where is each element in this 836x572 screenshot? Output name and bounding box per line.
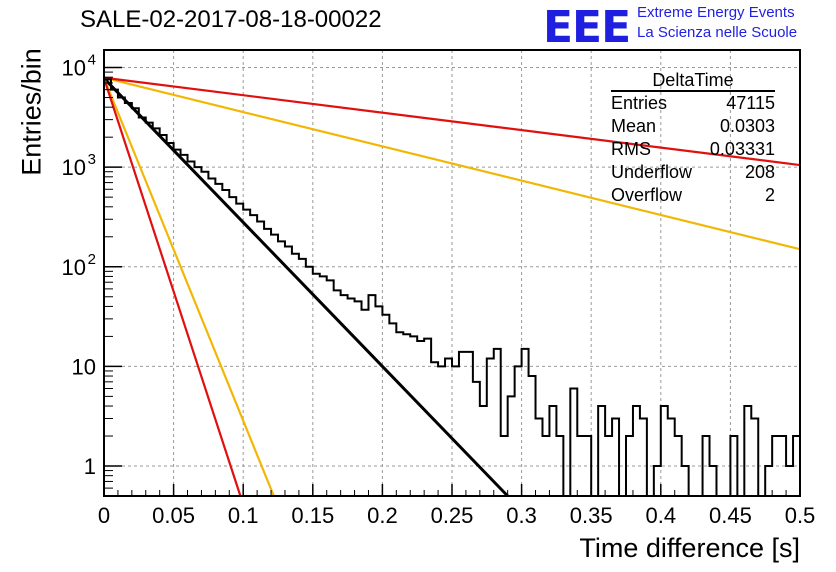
stats-value: 47115: [726, 93, 775, 113]
x-tick-label: 0: [98, 503, 110, 528]
x-tick-label: 0.15: [291, 503, 334, 528]
eee-logo: EEE: [543, 2, 631, 53]
logo-line-2: La Scienza nelle Scuole: [637, 24, 798, 41]
fit-curve: [103, 76, 801, 251]
y-tick-label: 10: [62, 56, 86, 81]
stats-label: Mean: [611, 116, 657, 136]
fit-curve: [102, 77, 509, 498]
fit-curve: [103, 76, 801, 167]
grid-lines: [104, 50, 800, 496]
x-axis-label: Time difference [s]: [579, 533, 800, 563]
x-tick-label: 0.35: [570, 503, 613, 528]
y-tick-exponent: 3: [88, 151, 96, 168]
y-tick-label: 10: [62, 155, 86, 180]
histogram-series: [103, 78, 801, 497]
x-tick-label: 0.1: [228, 503, 259, 528]
fit-curves: [102, 76, 801, 498]
y-axis-label: Entries/bin: [16, 48, 47, 176]
fit-curve: [102, 77, 275, 497]
stats-box: DeltaTime Entries 47115 Mean 0.0303 RMS 0.0…: [611, 70, 775, 207]
stats-row-underflow: Underflow 208: [611, 161, 775, 184]
logo-caption: Extreme Energy Events La Scienza nelle S…: [637, 3, 797, 43]
y-tick-exponent: 4: [88, 52, 96, 69]
stats-label: Underflow: [611, 162, 693, 182]
stats-row-rms: RMS 0.03331: [611, 138, 775, 161]
x-tick-label: 0.2: [367, 503, 398, 528]
stats-row-overflow: Overflow 2: [611, 184, 775, 207]
x-tick-label: 0.5: [785, 503, 816, 528]
stats-value: 2: [764, 185, 775, 205]
stats-value: 0.0303: [719, 116, 775, 136]
x-tick-label: 0.05: [152, 503, 195, 528]
stats-label: Overflow: [611, 185, 683, 205]
y-tick-label: 10: [62, 255, 86, 280]
fit-curve: [102, 77, 242, 497]
x-tick-label: 0.45: [709, 503, 752, 528]
x-tick-label: 0.3: [506, 503, 537, 528]
y-tick-exponent: 2: [88, 251, 96, 268]
chart-title: SALE-02-2017-08-18-00022: [80, 6, 382, 33]
stats-title: DeltaTime: [611, 70, 775, 92]
y-tick-label: 10: [72, 354, 96, 379]
stats-value: 0.03331: [709, 139, 775, 159]
axis-ticks: 0 0.05 0.1 0.15 0.2 0.25 0.3 0.35 0.4 0.45 0.5 1 10 1…: [62, 52, 816, 528]
stats-row-mean: Mean 0.0303: [611, 115, 775, 138]
stats-label: RMS: [611, 139, 651, 159]
x-tick-label: 0.25: [431, 503, 474, 528]
stats-value: 208: [744, 162, 775, 182]
stats-row-entries: Entries 47115: [611, 92, 775, 115]
logo-line-1: Extreme Energy Events: [637, 4, 795, 21]
y-tick-label: 1: [84, 454, 96, 479]
x-tick-label: 0.4: [646, 503, 677, 528]
stats-label: Entries: [611, 93, 668, 113]
